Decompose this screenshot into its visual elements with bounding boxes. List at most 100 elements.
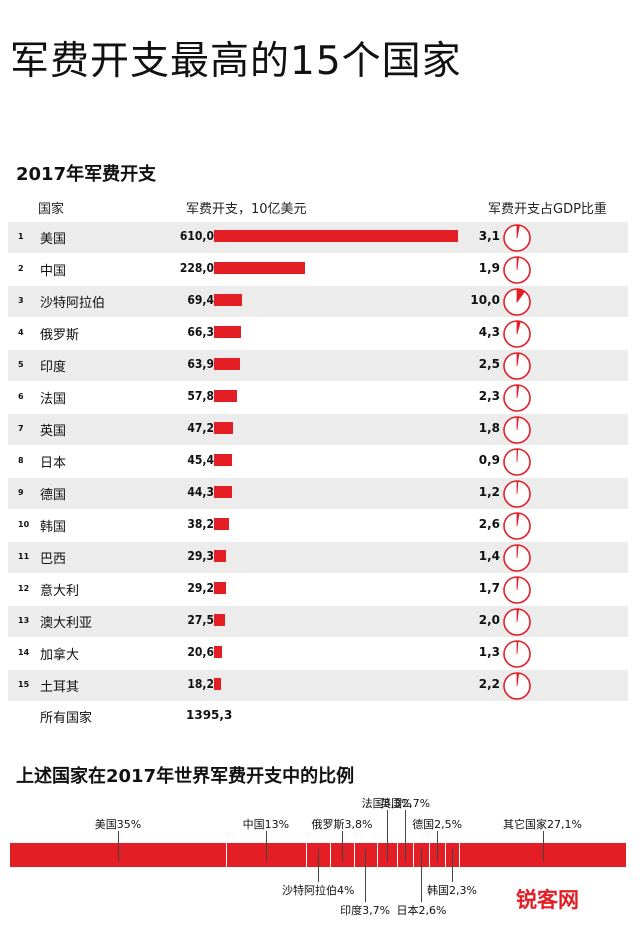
share-label: 韩国2,3% (426, 884, 477, 897)
share-label: 日本2,6% (396, 904, 447, 917)
column-header-spend: 军费开支，10亿美元 (186, 202, 307, 217)
country-name: 韩国 (40, 520, 67, 535)
table-row: 1 美国 610,0 3,1 (8, 222, 628, 253)
segment-divider (459, 843, 461, 867)
gdp-share-pie (503, 224, 531, 252)
pie-slice (516, 352, 520, 367)
share-label: 印度3,7% (340, 904, 391, 917)
rank-number: 2 (18, 264, 24, 273)
table-row: 15 土耳其 18,2 2,2 (8, 670, 628, 701)
country-name: 沙特阿拉伯 (40, 296, 106, 311)
gdp-share-pie (503, 256, 531, 284)
share-segment (429, 843, 445, 867)
spend-bar (214, 582, 226, 594)
pie-slice (516, 448, 519, 463)
table-row: 12 意大利 29,2 1,7 (8, 574, 628, 605)
leader-line (318, 849, 319, 882)
rank-number: 12 (18, 584, 30, 593)
gdp-share-pie (503, 384, 531, 412)
segment-divider (396, 843, 398, 867)
gdp-share-pie (503, 448, 531, 476)
leader-line (342, 831, 344, 861)
spend-value: 27,5 (187, 613, 214, 627)
gdp-share-pie (503, 480, 531, 508)
share-label: 沙特阿拉伯4% (282, 884, 355, 897)
table-row: 7 英国 47,2 1,8 (8, 414, 628, 445)
rank-number: 1 (18, 232, 24, 241)
segment-divider (376, 843, 378, 867)
gdp-share-value: 1,4 (478, 549, 500, 563)
leader-line (421, 849, 423, 902)
share-label: 法国3,3% (361, 797, 412, 810)
share-label: 中国13% (242, 818, 290, 831)
column-header-country: 国家 (38, 202, 65, 217)
spend-bar (214, 230, 458, 242)
share-label: 英国2,7% (380, 797, 431, 810)
leader-line (437, 831, 439, 861)
country-name: 加拿大 (40, 648, 80, 663)
spend-bar (214, 614, 225, 626)
country-name: 美国 (40, 232, 67, 247)
table-row: 5 印度 63,9 2,5 (8, 350, 628, 381)
table-row: 2 中国 228,0 1,9 (8, 254, 628, 285)
rank-number: 8 (18, 456, 24, 465)
spend-bar (214, 550, 226, 562)
gdp-share-pie (503, 288, 531, 316)
country-name: 法国 (40, 392, 67, 407)
page-title: 军费开支最高的15个国家 (10, 39, 462, 84)
spend-value: 57,8 (187, 389, 214, 403)
watermark-logo: 锐客网 (516, 884, 579, 914)
gdp-share-pie (503, 640, 531, 668)
gdp-share-value: 2,5 (478, 357, 500, 371)
share-segment (413, 843, 430, 867)
spend-value: 44,3 (187, 485, 214, 499)
spend-bar (214, 486, 232, 498)
share-segment (305, 843, 331, 867)
table-row: 6 法国 57,8 2,3 (8, 382, 628, 413)
pie-slice (516, 416, 519, 431)
pie-slice (516, 288, 526, 304)
gdp-share-value: 4,3 (478, 325, 500, 339)
spend-value: 29,3 (187, 549, 214, 563)
gdp-share-value: 2,0 (478, 613, 500, 627)
column-header-gdp-share: 军费开支占GDP比重 (488, 202, 607, 217)
gdp-share-value: 1,7 (478, 581, 500, 595)
share-segment (459, 843, 626, 867)
segment-divider (305, 843, 307, 867)
table-row: 10 韩国 38,2 2,6 (8, 510, 628, 541)
gdp-share-pie (503, 672, 531, 700)
country-name: 俄罗斯 (40, 328, 80, 343)
segment-divider (429, 843, 431, 867)
spend-value: 29,2 (187, 581, 214, 595)
rank-number: 10 (18, 520, 30, 529)
pie-slice (516, 640, 519, 655)
country-name: 德国 (40, 488, 67, 503)
table-row: 9 德国 44,3 1,2 (8, 478, 628, 509)
pie-slice (516, 256, 519, 271)
rank-number: 6 (18, 392, 24, 401)
spend-bar (214, 262, 306, 274)
spend-value: 38,2 (187, 517, 214, 531)
country-name: 澳大利亚 (40, 616, 93, 631)
share-section-title: 上述国家在2017年世界军费开支中的比例 (16, 766, 355, 787)
leader-line (386, 810, 388, 861)
rank-number: 11 (18, 552, 30, 561)
segment-divider (330, 843, 332, 867)
spend-value: 69,4 (187, 293, 214, 307)
spend-value: 47,2 (187, 421, 214, 435)
segment-divider (413, 843, 415, 867)
leader-line (405, 810, 407, 861)
rank-number: 15 (18, 680, 30, 689)
rank-number: 9 (18, 488, 24, 497)
pie-slice (516, 512, 520, 527)
pie-slice (516, 608, 520, 623)
spend-bar (214, 454, 233, 466)
leader-line (265, 831, 267, 861)
country-name: 英国 (40, 424, 67, 439)
rank-number: 7 (18, 424, 24, 433)
pie-slice (516, 544, 519, 559)
table-row: 14 加拿大 20,6 1,3 (8, 638, 628, 669)
gdp-share-pie (503, 416, 531, 444)
gdp-share-pie (503, 512, 531, 540)
gdp-share-value: 1,2 (478, 485, 500, 499)
